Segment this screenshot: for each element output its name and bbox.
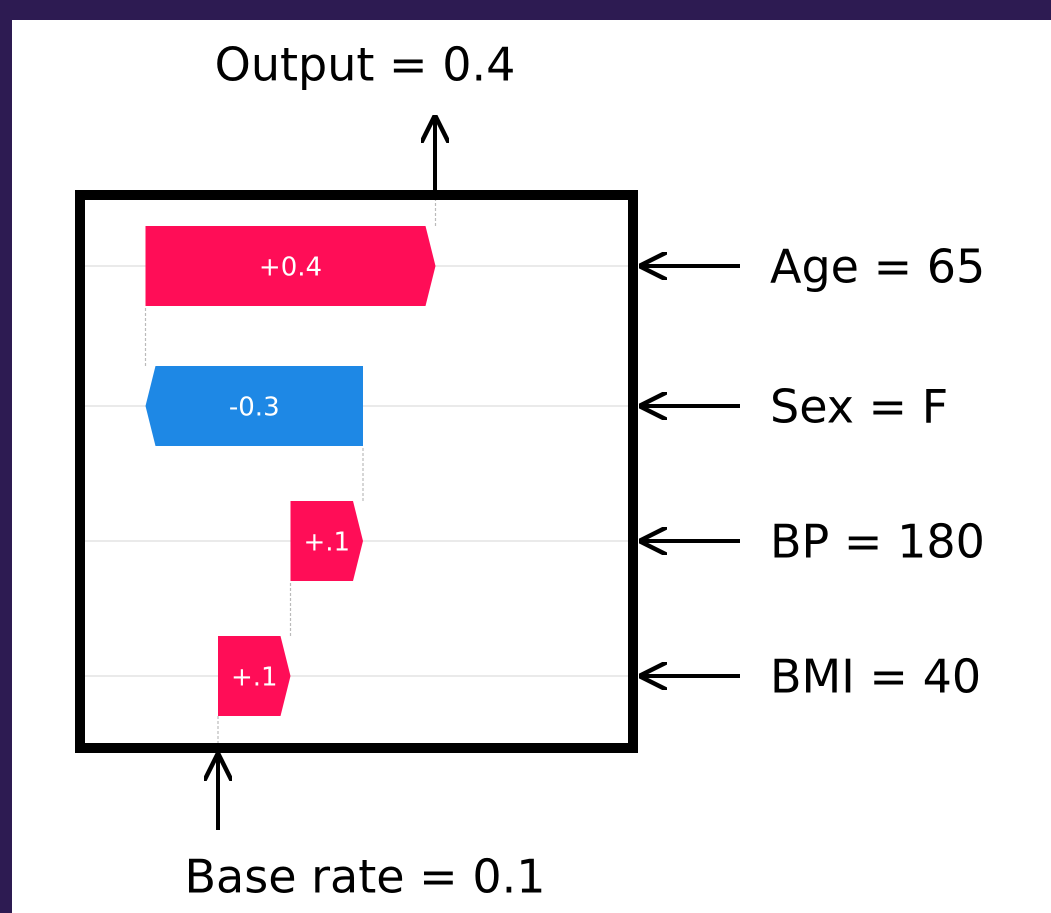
panel	[12, 20, 1051, 913]
bar-label: +.1	[303, 528, 350, 558]
feature-label: Age = 65	[770, 240, 985, 294]
bar	[145, 366, 363, 446]
feature-label: BMI = 40	[770, 650, 981, 704]
base-label: Base rate = 0.1	[184, 850, 545, 904]
frame	[75, 190, 638, 753]
output-label: Output = 0.4	[215, 38, 516, 92]
feature-label: Sex = F	[770, 380, 948, 434]
bar-label: +0.4	[259, 253, 322, 283]
bar	[218, 636, 291, 716]
bar-label: -0.3	[229, 393, 280, 423]
bar-label: +.1	[231, 663, 278, 693]
bar	[145, 226, 436, 306]
bar	[290, 501, 363, 581]
feature-label: BP = 180	[770, 515, 985, 569]
